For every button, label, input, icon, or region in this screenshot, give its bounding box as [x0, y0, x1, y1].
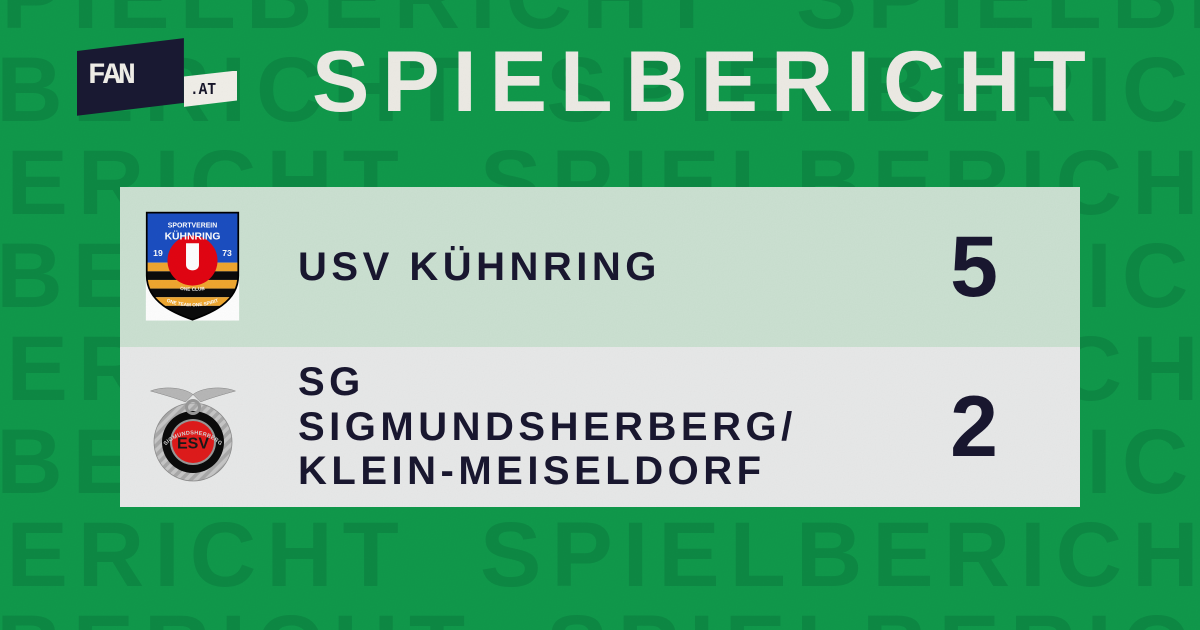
svg-text:KÜHNRING: KÜHNRING: [165, 229, 221, 242]
svg-text:SPORTVEREIN: SPORTVEREIN: [168, 222, 217, 229]
svg-text:73: 73: [222, 248, 232, 258]
svg-text:19: 19: [153, 248, 163, 258]
